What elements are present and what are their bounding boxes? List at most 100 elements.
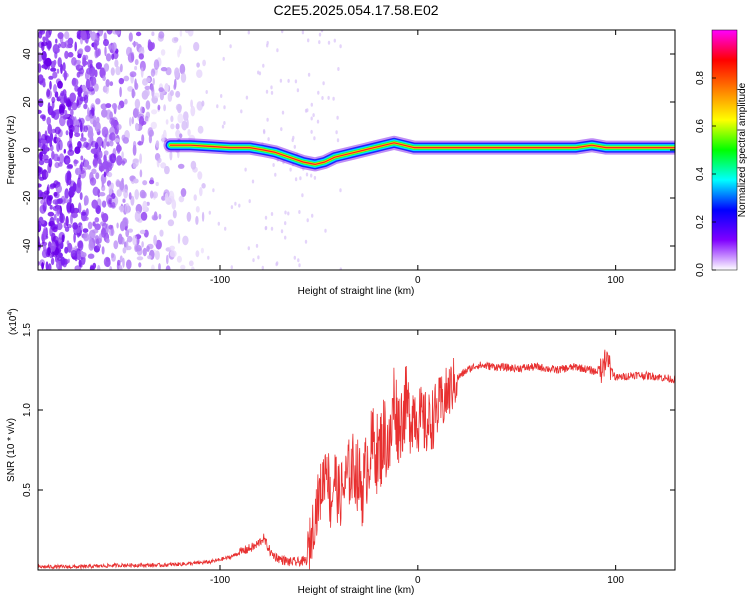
noise-blob — [64, 226, 70, 232]
noise-blob — [153, 234, 158, 246]
noise-blob — [146, 201, 150, 206]
noise-blob — [64, 40, 71, 49]
noise-blob — [41, 41, 48, 47]
noise-blob — [47, 102, 51, 112]
noise-blob — [187, 30, 194, 37]
scale-label: (x104) — [7, 308, 19, 335]
noise-blob — [101, 184, 106, 192]
noise-speck — [311, 213, 314, 218]
noise-blob — [91, 107, 95, 117]
noise-blob — [38, 159, 45, 166]
noise-blob — [105, 103, 112, 109]
bottom-y-axis-label: SNR (10 * v/v) — [6, 418, 17, 482]
noise-blob — [51, 96, 56, 104]
noise-blob — [122, 137, 129, 144]
noise-blob — [43, 158, 51, 164]
noise-blob — [94, 121, 101, 133]
noise-blob — [179, 30, 183, 37]
noise-blob — [52, 226, 58, 233]
noise-blob — [58, 153, 65, 164]
noise-blob — [150, 68, 156, 77]
noise-blob — [101, 246, 105, 255]
noise-blob — [107, 165, 112, 172]
noise-blob — [142, 247, 147, 257]
noise-blob — [200, 247, 204, 254]
noise-blob — [74, 41, 77, 52]
noise-blob — [59, 116, 66, 127]
noise-blob — [126, 245, 132, 251]
noise-blob — [95, 238, 100, 245]
noise-blob — [56, 222, 63, 231]
noise-blob — [93, 39, 98, 49]
noise-speck — [223, 121, 226, 125]
noise-blob — [105, 79, 110, 88]
noise-speck — [270, 85, 273, 90]
snr-series-line — [38, 349, 675, 570]
noise-blob — [49, 132, 54, 142]
noise-speck — [301, 30, 305, 35]
noise-blob — [42, 36, 46, 42]
noise-speck — [293, 144, 296, 149]
noise-blob — [111, 53, 115, 60]
noise-blob — [57, 237, 62, 244]
noise-speck — [310, 116, 313, 121]
noise-blob — [134, 189, 139, 200]
noise-blob — [141, 241, 144, 248]
noise-blob — [122, 198, 126, 203]
noise-blob — [93, 83, 99, 92]
noise-blob — [140, 106, 144, 114]
noise-blob — [38, 220, 42, 230]
noise-blob — [73, 124, 80, 135]
noise-speck — [287, 211, 290, 216]
noise-speck — [321, 96, 324, 100]
noise-blob — [128, 32, 133, 42]
frequency-ridge — [163, 135, 675, 172]
noise-blob — [110, 67, 115, 76]
noise-blob — [45, 33, 49, 42]
noise-blob — [89, 177, 97, 186]
noise-blob — [54, 47, 61, 54]
noise-blob — [82, 57, 87, 67]
noise-blob — [78, 173, 81, 181]
noise-blob — [114, 138, 120, 143]
colorbar-gradient — [711, 29, 738, 271]
noise-blob — [59, 112, 65, 119]
noise-blob — [88, 138, 92, 144]
y-tick-label: -20 — [22, 190, 33, 205]
noise-blob — [160, 49, 166, 56]
noise-blob — [54, 126, 61, 135]
noise-blob — [174, 67, 180, 78]
noise-blob — [67, 164, 73, 169]
top-y-axis-label: Frequency (Hz) — [6, 116, 17, 185]
noise-blob — [89, 265, 95, 270]
noise-blob — [140, 211, 148, 221]
noise-blob — [170, 123, 175, 130]
noise-blob — [177, 233, 181, 244]
noise-speck — [229, 44, 232, 49]
noise-blob — [73, 119, 80, 126]
colorbar-tick-label: 0.8 — [695, 71, 706, 85]
noise-blob — [95, 98, 101, 105]
noise-blob — [64, 113, 70, 118]
noise-blob — [196, 101, 203, 111]
noise-blob — [165, 119, 169, 125]
noise-blob — [44, 57, 52, 67]
noise-speck — [320, 30, 324, 33]
noise-blob — [134, 98, 141, 109]
noise-blob — [38, 63, 42, 73]
noise-blob — [139, 153, 143, 164]
noise-blob — [109, 140, 114, 147]
noise-blob — [71, 207, 75, 213]
snr-frame — [37, 329, 676, 571]
noise-blob — [81, 132, 84, 139]
noise-blob — [79, 122, 83, 133]
noise-blob — [190, 105, 196, 117]
noise-blob — [153, 59, 160, 70]
noise-speck — [266, 40, 269, 45]
noise-blob — [103, 32, 107, 42]
noise-blob — [167, 92, 173, 102]
noise-blob — [196, 62, 200, 68]
noise-blob — [113, 240, 119, 250]
bottom-x-axis-label: Height of straight line (km) — [298, 585, 415, 596]
noise-blob — [63, 222, 67, 229]
